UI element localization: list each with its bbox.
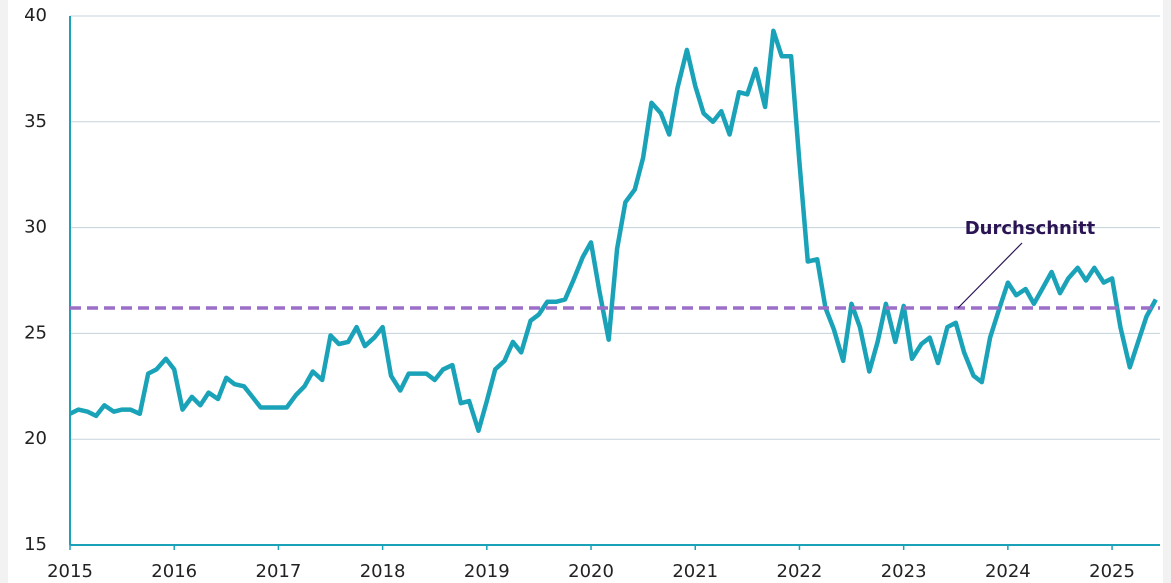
y-tick-label: 15 [24,534,47,555]
x-tick-label: 2020 [568,561,614,582]
y-tick-label: 30 [24,217,47,238]
x-tick-label: 2015 [47,561,93,582]
x-tick-label: 2024 [985,561,1031,582]
x-tick-label: 2023 [881,561,927,582]
y-tick-label: 40 [24,5,47,26]
reference-label: Durchschnitt [965,218,1096,239]
x-tick-label: 2021 [672,561,718,582]
y-tick-label: 25 [24,322,47,343]
data-line [68,28,1158,433]
x-tick-label: 2019 [464,561,510,582]
y-tick-label: 35 [24,111,47,132]
x-tick-label: 2017 [256,561,302,582]
plot-background [8,0,1163,583]
x-tick-label: 2016 [151,561,197,582]
x-tick-label: 2022 [777,561,823,582]
annotation-leader [957,242,1023,309]
x-tick-label: 2018 [360,561,406,582]
y-tick-label: 20 [24,428,47,449]
x-tick-label: 2025 [1089,561,1135,582]
